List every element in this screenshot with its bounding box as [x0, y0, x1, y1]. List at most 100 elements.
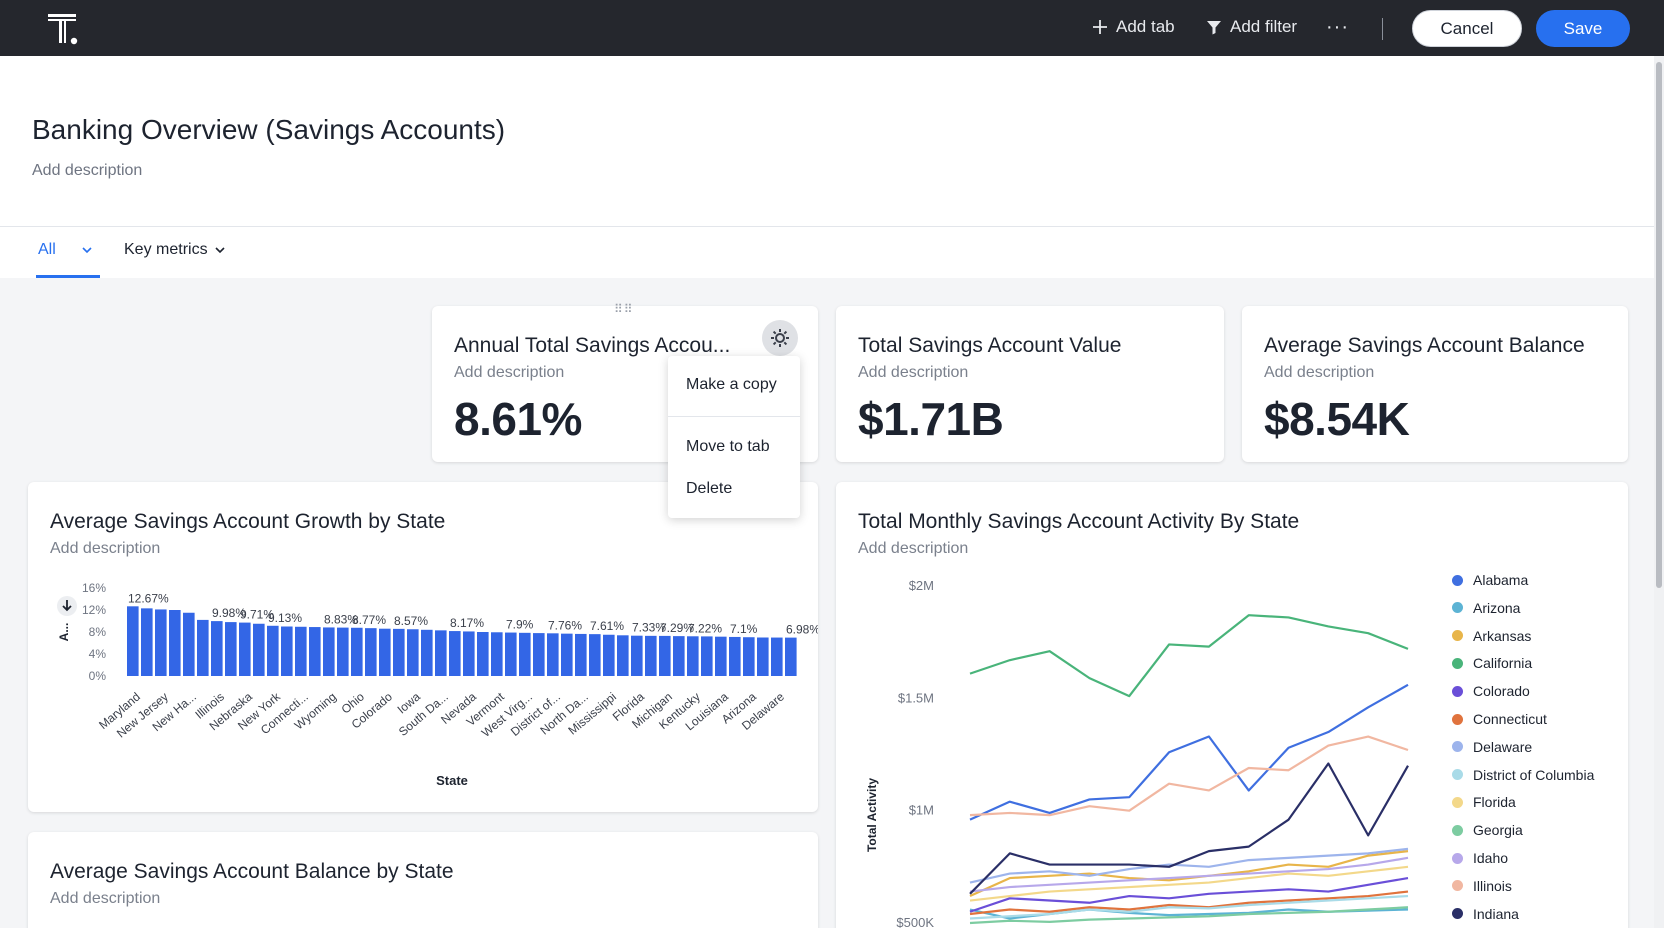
kpi-title: Total Savings Account Value [858, 334, 1122, 357]
y-tick-label: 8% [89, 625, 107, 639]
add-tab-label: Add tab [1116, 17, 1175, 36]
cancel-button[interactable]: Cancel [1412, 10, 1522, 47]
kpi-description[interactable]: Add description [1264, 364, 1375, 381]
series-line [969, 762, 1409, 895]
card-options-button[interactable] [762, 320, 798, 356]
bar [771, 637, 783, 676]
tab-all[interactable]: All [38, 241, 56, 258]
bar [239, 622, 251, 676]
bar [743, 637, 755, 676]
card-context-menu: Make a copy Move to tab Delete [668, 356, 800, 518]
legend-label: Delaware [1473, 738, 1533, 755]
legend-item[interactable]: Indiana [1452, 906, 1519, 922]
bar-data-label: 7.29% [660, 621, 694, 635]
save-button[interactable]: Save [1536, 10, 1630, 47]
legend-label: Florida [1473, 794, 1516, 811]
tab-key-metrics-label: Key metrics [124, 241, 208, 258]
delete-menu-item[interactable]: Delete [686, 480, 733, 497]
active-tab-indicator [36, 275, 100, 278]
legend-item[interactable]: Illinois [1452, 878, 1512, 894]
bar-data-label: 7.33% [632, 621, 666, 635]
bar [547, 633, 559, 676]
bar-data-label: 8.83% [324, 612, 358, 626]
legend-label: Colorado [1473, 683, 1530, 700]
toolbar-divider [1382, 18, 1383, 40]
chart-card-activity[interactable]: Total Monthly Savings Account Activity B… [836, 482, 1628, 928]
add-tab-button[interactable]: Add tab [1092, 17, 1175, 37]
bar [309, 627, 321, 676]
bar [253, 623, 265, 676]
bar [295, 626, 307, 676]
legend-item[interactable]: Delaware [1452, 739, 1532, 755]
bar [183, 612, 195, 676]
series-line [969, 683, 1409, 821]
page-title[interactable]: Banking Overview (Savings Accounts) [32, 114, 506, 145]
bar-data-label: 7.9% [506, 618, 534, 632]
chart-title: Average Savings Account Growth by State [50, 510, 446, 533]
y-tick-label: 16% [82, 581, 106, 595]
page-header: Banking Overview (Savings Accounts) Add … [0, 56, 1654, 226]
kpi-card-average-balance[interactable]: Average Savings Account Balance Add desc… [1242, 306, 1628, 462]
bar [701, 636, 713, 676]
bar [673, 636, 685, 676]
chevron-down-icon [215, 247, 225, 254]
kpi-card-total-value[interactable]: Total Savings Account Value Add descript… [836, 306, 1224, 462]
legend-label: California [1473, 655, 1533, 672]
logo-icon[interactable] [46, 12, 82, 46]
bar [645, 635, 657, 676]
legend-label: Georgia [1473, 822, 1523, 839]
chart-card-growth[interactable]: Average Savings Account Growth by State … [28, 482, 818, 812]
gear-icon [771, 329, 789, 347]
legend-item[interactable]: Connecticut [1452, 711, 1547, 727]
y-tick-label: 0% [89, 669, 107, 683]
bar [561, 633, 573, 676]
add-filter-button[interactable]: Add filter [1206, 17, 1297, 37]
arrow-down-icon [62, 600, 72, 612]
chart-title: Average Savings Account Balance by State [50, 860, 454, 883]
legend-item[interactable]: Idaho [1452, 850, 1508, 866]
chart-description[interactable]: Add description [858, 540, 969, 557]
bar [575, 633, 587, 676]
bar [197, 619, 209, 676]
series-line [969, 847, 1409, 884]
legend-item[interactable]: Florida [1452, 794, 1516, 810]
legend-item[interactable]: Georgia [1452, 822, 1523, 838]
bar-data-label: 8.57% [394, 614, 428, 628]
more-options-button[interactable]: ··· [1326, 16, 1349, 38]
chart-description[interactable]: Add description [50, 890, 161, 907]
series-line [969, 906, 1409, 925]
legend-item[interactable]: Arizona [1452, 600, 1520, 616]
make-copy-menu-item[interactable]: Make a copy [686, 376, 777, 393]
chart-card-balance[interactable]: Average Savings Account Balance by State… [28, 832, 818, 928]
legend-item[interactable]: Alabama [1452, 572, 1528, 588]
bar [715, 636, 727, 676]
y-axis-label: Total Activity [865, 778, 879, 852]
legend-swatch [1452, 602, 1463, 614]
bar [379, 628, 391, 676]
chart-description[interactable]: Add description [50, 540, 161, 557]
bar [533, 633, 545, 676]
bar-data-label: 7.1% [730, 622, 758, 636]
add-filter-label: Add filter [1230, 17, 1298, 36]
bar [211, 621, 223, 676]
bar-data-label: 8.77% [352, 613, 386, 627]
kpi-description[interactable]: Add description [858, 364, 969, 381]
legend-swatch [1452, 685, 1463, 697]
drag-handle-icon[interactable]: ⠿⠿ [614, 302, 634, 316]
bar [393, 628, 405, 676]
bar [603, 634, 615, 676]
bar-data-label: 8.17% [450, 616, 484, 630]
kpi-description[interactable]: Add description [454, 364, 565, 381]
series-line [969, 614, 1409, 698]
legend-item[interactable]: Colorado [1452, 683, 1530, 699]
chevron-down-icon[interactable] [80, 243, 94, 257]
legend-item[interactable]: District of Columbia [1452, 767, 1594, 783]
tab-key-metrics[interactable]: Key metrics [124, 241, 226, 259]
page-description[interactable]: Add description [32, 162, 143, 179]
legend-item[interactable]: Arkansas [1452, 628, 1531, 644]
move-to-tab-menu-item[interactable]: Move to tab [686, 438, 770, 455]
y-tick-label: $1M [909, 803, 934, 818]
legend-item[interactable]: California [1452, 655, 1532, 671]
bar [519, 632, 531, 676]
scrollbar-thumb[interactable] [1656, 62, 1662, 588]
